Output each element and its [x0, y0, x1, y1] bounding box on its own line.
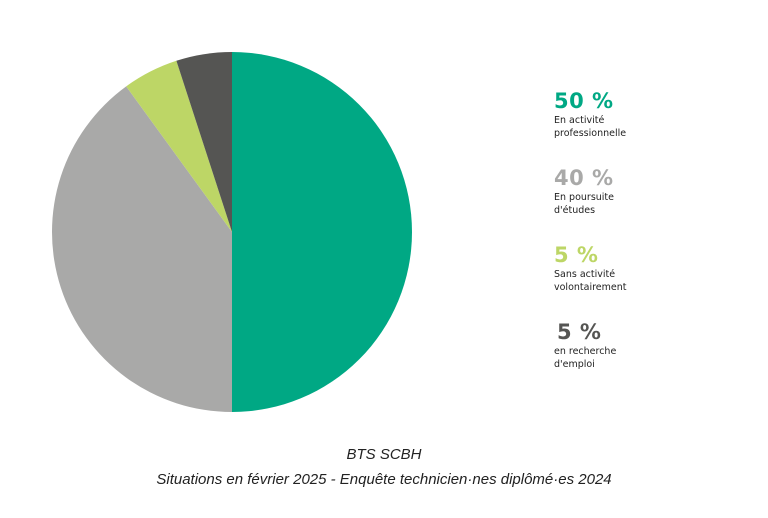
legend-item-sans-activite: 5 % Sans activité volontairement	[554, 242, 754, 319]
legend-item-activite: 50 % En activité professionnelle	[554, 88, 754, 165]
legend-value: 40 %	[554, 166, 614, 190]
slice-poursuite	[51, 86, 232, 412]
legend-value: 5 %	[557, 320, 602, 344]
legend-value: 5 %	[554, 243, 599, 267]
legend-label: En poursuite d'études	[554, 192, 614, 216]
slice-recherche	[176, 52, 232, 232]
slice-sans-activite	[126, 60, 232, 232]
legend-label: En activité professionnelle	[554, 115, 627, 139]
legend-value: 50 %	[554, 89, 614, 113]
legend-item-recherche: 5 % en recherche d'emploi	[554, 319, 754, 396]
slice-activite	[232, 52, 412, 412]
legend-label: Sans activité volontairement	[554, 269, 627, 293]
legend: 50 % En activité professionnelle 40 % En…	[554, 88, 754, 396]
chart-title: BTS SCBH	[346, 446, 422, 463]
chart-subtitle: Situations en février 2025 - Enquête tec…	[156, 471, 612, 488]
legend-label: en recherche d'emploi	[554, 346, 617, 370]
legend-item-poursuite: 40 % En poursuite d'études	[554, 165, 754, 242]
